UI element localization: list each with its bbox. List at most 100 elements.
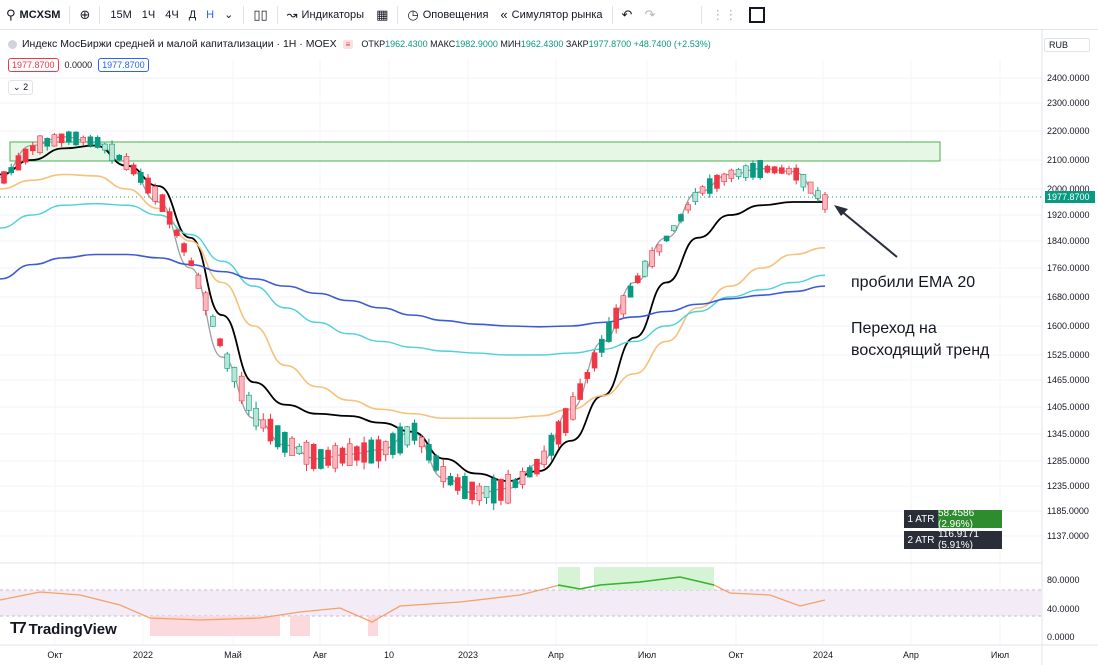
timeframe-1h[interactable]: 1Ч xyxy=(141,8,156,21)
chart-type-button[interactable]: ▯▯ xyxy=(247,0,273,30)
ema-line-3 xyxy=(0,173,826,420)
currency-select[interactable]: RUB xyxy=(1044,38,1090,52)
candle-body xyxy=(397,426,403,454)
candle-body xyxy=(462,475,468,499)
price-tick-label: 1185.0000 xyxy=(1047,506,1089,516)
price-tick-label: 1680.0000 xyxy=(1047,292,1090,302)
legend-badge-icon: ≡ xyxy=(342,39,354,49)
candle-body xyxy=(800,174,807,188)
candle-body xyxy=(404,426,411,446)
candle-body xyxy=(217,338,223,347)
divider xyxy=(99,5,101,24)
candle-body xyxy=(649,250,655,267)
rsi-oversold-zone xyxy=(150,616,280,636)
fullscreen-button[interactable] xyxy=(743,0,771,30)
open-value: 1962.4300 xyxy=(385,39,428,49)
time-tick-label: Апр xyxy=(903,650,919,660)
timeframes: 15М 1Ч 4Ч Д Н ⌄ xyxy=(103,0,240,30)
price-tick-label: 1285.0000 xyxy=(1047,456,1090,466)
candle-body xyxy=(159,194,166,212)
rewind-icon: « xyxy=(500,7,508,22)
compare-button[interactable]: ⊕ xyxy=(73,0,96,30)
candle-body xyxy=(721,173,727,182)
candle-body xyxy=(807,181,814,194)
drag-handle[interactable]: ⋮⋮ xyxy=(705,0,743,30)
timeframe-4h[interactable]: 4Ч xyxy=(165,8,179,21)
candle-body xyxy=(526,467,533,478)
annotation-arrow-line xyxy=(839,209,898,258)
candle-body xyxy=(109,143,115,161)
candle-body xyxy=(130,164,137,175)
atr-row-1: 1 ATR 58.4586 (2.96%) xyxy=(904,508,1002,530)
open-label: ОТКР xyxy=(361,39,386,49)
ind-value-1[interactable]: 1977.8700 xyxy=(8,58,59,72)
time-tick-label: Авг xyxy=(313,650,328,660)
symbol-search[interactable]: ⚲ MCXSM xyxy=(0,0,66,30)
candle-body xyxy=(390,433,396,455)
rsi-overbought-zone xyxy=(558,567,580,590)
ind-value-2: 0.0000 xyxy=(64,60,93,70)
price-tick-label: 1525.0000 xyxy=(1047,350,1090,360)
timeframe-d[interactable]: Д xyxy=(188,8,197,21)
alerts-button[interactable]: ◷ Оповещения xyxy=(401,0,494,30)
candle-body xyxy=(656,244,663,253)
candle-body xyxy=(627,285,634,298)
candle-body xyxy=(332,445,339,469)
price-tick-label: 1920.0000 xyxy=(1047,210,1090,220)
close-value: 1977.8700 xyxy=(588,39,632,49)
timeframe-15m[interactable]: 15М xyxy=(110,8,132,21)
candles-icon: ▯▯ xyxy=(253,6,268,22)
time-tick-label: 2024 xyxy=(813,650,833,660)
price-tick-label: 1405.0000 xyxy=(1047,402,1090,412)
candle-body xyxy=(152,186,159,202)
rsi-band xyxy=(0,590,1042,616)
candle-body xyxy=(37,135,43,153)
indicators-icon: ↝ xyxy=(286,6,298,22)
redo-button[interactable]: ↷ xyxy=(638,0,661,30)
grid-icon: ▦ xyxy=(376,6,389,22)
annotation-trend-1: Переход на xyxy=(851,320,937,337)
rsi-line-overbought xyxy=(557,576,715,590)
time-tick-label: 10 xyxy=(384,650,394,660)
ind-value-3[interactable]: 1977.8700 xyxy=(98,58,149,72)
candle-body xyxy=(15,155,22,171)
timeframe-w[interactable]: Н xyxy=(206,8,215,21)
candle-body xyxy=(274,425,281,448)
candle-body xyxy=(210,316,216,327)
ema-line-4 xyxy=(0,202,826,356)
divider xyxy=(243,5,245,24)
candle-body xyxy=(634,275,641,283)
replay-button[interactable]: « Симулятор рынка xyxy=(494,0,608,30)
candle-body xyxy=(714,174,720,189)
candle-body xyxy=(73,131,79,146)
candle-body xyxy=(562,408,569,434)
tradingview-icon: T7 xyxy=(10,620,27,637)
candle-body xyxy=(548,434,555,456)
undo-icon: ↶ xyxy=(621,6,633,22)
candle-body xyxy=(613,307,619,329)
candle-body xyxy=(58,133,65,144)
price-axis[interactable]: 2400.0000 2300.0000 2200.0000 2100.0000 2000… xyxy=(1041,30,1090,665)
indicators-button[interactable]: ↝ Индикаторы xyxy=(281,0,370,30)
layouts-button[interactable]: ▦ xyxy=(370,0,394,30)
tradingview-logo[interactable]: T7 TradingView xyxy=(10,620,117,638)
replay-label: Симулятор рынка xyxy=(511,8,603,21)
indicators-label: Индикаторы xyxy=(301,8,365,21)
time-axis[interactable]: Окт 2022 Май Авг 10 2023 Апр Июл Окт 2024 Апр Июл xyxy=(0,644,1098,660)
candle-body xyxy=(303,441,310,465)
candle-body xyxy=(757,160,763,178)
divider xyxy=(397,5,399,24)
atr-label-2: 2 ATR xyxy=(904,531,938,549)
chevron-down-icon[interactable]: ⌄ xyxy=(224,9,234,21)
candle-body xyxy=(606,321,612,342)
symbol-label: MCXSM xyxy=(19,8,61,21)
candle-body xyxy=(793,167,799,181)
candle-body xyxy=(339,447,346,464)
alerts-label: Оповещения xyxy=(422,8,489,21)
collapse-indicators-button[interactable]: ⌄ 2 xyxy=(8,80,34,95)
high-value: 1982.9000 xyxy=(455,39,498,49)
candle-body xyxy=(541,450,547,465)
undo-button[interactable]: ↶ xyxy=(616,0,639,30)
